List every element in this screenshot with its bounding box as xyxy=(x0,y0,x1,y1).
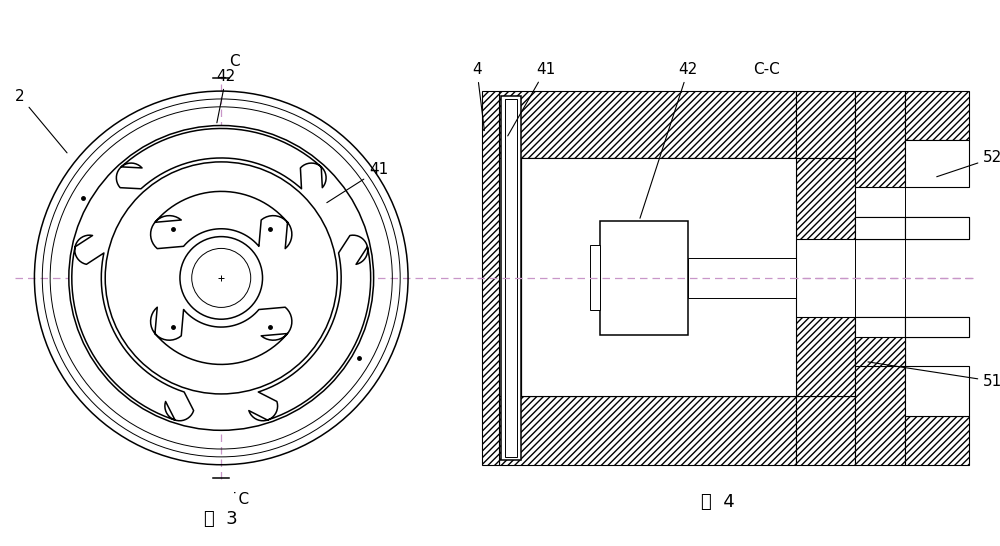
Text: 图  3: 图 3 xyxy=(204,510,238,528)
Bar xyxy=(905,416,969,465)
Bar xyxy=(905,91,969,140)
Bar xyxy=(855,337,905,465)
Bar xyxy=(688,258,796,298)
Polygon shape xyxy=(151,307,292,364)
Bar xyxy=(855,91,905,187)
Bar xyxy=(796,317,855,396)
Text: C-C: C-C xyxy=(754,62,780,77)
Polygon shape xyxy=(151,192,292,248)
Polygon shape xyxy=(249,235,371,421)
Bar xyxy=(855,317,905,337)
Bar xyxy=(590,246,600,310)
Text: 4: 4 xyxy=(472,62,484,130)
Text: 42: 42 xyxy=(217,69,236,123)
Bar xyxy=(905,140,969,187)
Bar xyxy=(600,221,688,335)
Text: 41: 41 xyxy=(327,162,388,203)
Polygon shape xyxy=(72,235,194,421)
Text: 51: 51 xyxy=(868,362,1000,389)
Bar xyxy=(482,91,499,465)
Bar xyxy=(905,366,969,416)
Circle shape xyxy=(180,236,263,319)
Bar xyxy=(855,217,905,239)
Text: ˙C: ˙C xyxy=(231,492,249,507)
Text: 2: 2 xyxy=(15,88,67,153)
Bar xyxy=(855,317,905,366)
Bar xyxy=(521,158,796,396)
Bar xyxy=(501,96,521,460)
Circle shape xyxy=(105,162,337,394)
Bar xyxy=(905,217,969,239)
Bar xyxy=(499,396,796,465)
Text: 41: 41 xyxy=(508,62,555,136)
Bar xyxy=(905,317,969,337)
Bar xyxy=(796,396,855,465)
Text: 图  4: 图 4 xyxy=(701,493,735,511)
Text: 52: 52 xyxy=(937,151,1000,177)
Bar xyxy=(521,158,796,239)
Bar xyxy=(796,91,855,158)
Bar xyxy=(499,91,796,158)
Text: 42: 42 xyxy=(640,62,698,218)
Bar xyxy=(796,158,855,239)
Bar xyxy=(905,317,969,337)
Text: C: C xyxy=(229,55,240,69)
Bar xyxy=(905,217,969,239)
Polygon shape xyxy=(116,128,326,189)
Bar xyxy=(855,217,905,239)
Circle shape xyxy=(69,126,374,430)
Bar xyxy=(521,317,796,396)
Bar xyxy=(505,99,517,457)
